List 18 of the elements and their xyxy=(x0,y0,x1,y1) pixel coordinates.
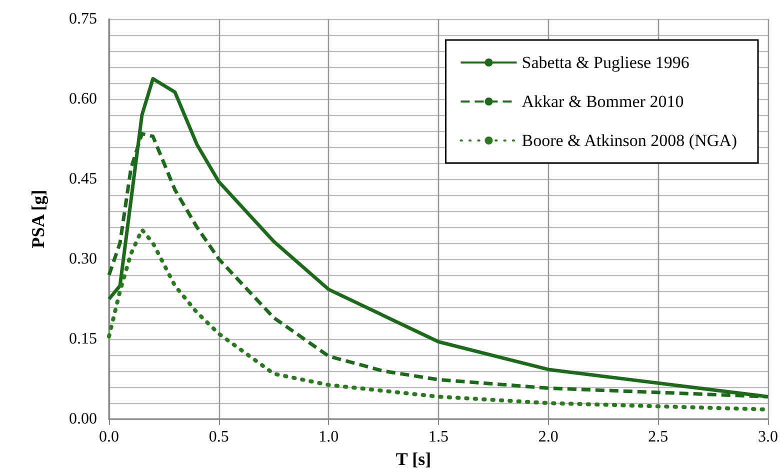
y-tick-label: 0.15 xyxy=(69,330,97,348)
x-tick-label: 2.5 xyxy=(648,428,668,446)
x-axis-title: T [s] xyxy=(396,449,432,469)
y-tick-label: 0.30 xyxy=(69,250,97,268)
x-tick-label: 0.0 xyxy=(99,428,119,446)
legend-label: Akkar & Bommer 2010 xyxy=(522,92,684,111)
y-tick-label: 0.75 xyxy=(69,10,97,28)
y-tick-label: 0.00 xyxy=(69,410,97,428)
x-tick-label: 1.0 xyxy=(318,428,339,446)
x-tick-label: 1.5 xyxy=(428,428,448,446)
x-tick-label: 3.0 xyxy=(758,428,778,446)
y-tick-label: 0.60 xyxy=(69,90,97,108)
legend-label: Sabetta & Pugliese 1996 xyxy=(522,53,690,72)
y-tick-label: 0.45 xyxy=(69,170,97,188)
x-tick-label: 0.5 xyxy=(208,428,229,446)
y-axis-title: PSA [g] xyxy=(28,190,48,248)
legend-label: Boore & Atkinson 2008 (NGA) xyxy=(522,131,738,150)
x-tick-label: 2.0 xyxy=(538,428,558,446)
